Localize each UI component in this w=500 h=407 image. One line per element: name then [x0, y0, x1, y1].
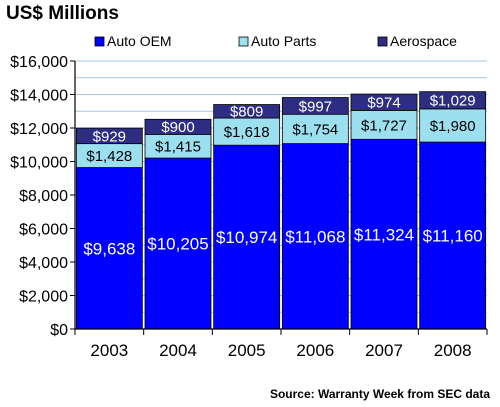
- y-tick-label: $4,000: [19, 255, 68, 272]
- x-tick-label: 2004: [159, 341, 197, 360]
- x-tick-label: 2007: [365, 341, 403, 360]
- bar-segment: [144, 157, 212, 330]
- y-tick-label: $10,000: [10, 155, 68, 172]
- data-label: $10,205: [147, 235, 208, 254]
- bar-segment: [350, 138, 418, 330]
- bar-segment: [75, 127, 143, 145]
- y-tick-label: $12,000: [10, 121, 68, 138]
- data-label: $900: [161, 119, 194, 136]
- data-label: $1,727: [361, 117, 407, 134]
- bar-segment: [350, 109, 418, 140]
- y-tick-label: $8,000: [19, 188, 68, 205]
- data-label: $809: [230, 104, 263, 121]
- data-label: $11,324: [354, 225, 414, 244]
- bar-segment: [213, 144, 281, 330]
- bar-segment: [419, 91, 487, 110]
- chart-title: US$ Millions: [6, 3, 119, 24]
- y-tick-label: $2,000: [19, 289, 68, 306]
- y-tick-label: $0: [50, 322, 68, 339]
- data-label: $1,980: [430, 118, 476, 135]
- data-label: $11,160: [423, 227, 483, 246]
- legend-swatch: [94, 36, 105, 47]
- data-label: $1,754: [292, 121, 338, 138]
- bar-segment: [281, 97, 349, 115]
- data-label: $1,029: [430, 93, 476, 110]
- x-tick-label: 2005: [228, 341, 266, 360]
- legend-label: Auto OEM: [107, 33, 172, 49]
- data-label: $929: [93, 128, 126, 145]
- legend-swatch: [377, 36, 388, 47]
- legend-swatch: [238, 36, 249, 47]
- bar-segment: [213, 117, 281, 146]
- bar-segment: [419, 141, 487, 330]
- legend-label: Aerospace: [390, 33, 457, 49]
- data-label: $974: [367, 95, 400, 112]
- legend-label: Auto Parts: [251, 33, 316, 49]
- bar-segment: [419, 108, 487, 143]
- y-tick-label: $6,000: [19, 222, 68, 239]
- bar-segment: [281, 113, 349, 145]
- data-label: $11,068: [285, 227, 345, 246]
- data-label: $1,428: [86, 148, 132, 165]
- data-label: $9,638: [83, 239, 135, 258]
- y-tick-label: $14,000: [10, 88, 68, 105]
- data-label: $997: [299, 98, 332, 115]
- data-label: $1,618: [224, 124, 270, 141]
- bar-segment: [213, 104, 281, 119]
- x-tick-label: 2006: [296, 341, 334, 360]
- bar-segment: [350, 93, 418, 111]
- data-label: $10,974: [216, 228, 277, 247]
- y-tick-label: $16,000: [10, 54, 68, 71]
- x-tick-label: 2003: [90, 341, 128, 360]
- source-note: Source: Warranty Week from SEC data: [269, 387, 490, 401]
- x-tick-label: 2008: [434, 341, 472, 360]
- bar-segment: [144, 118, 212, 135]
- data-label: $1,415: [155, 139, 201, 156]
- bar-segment: [75, 167, 143, 330]
